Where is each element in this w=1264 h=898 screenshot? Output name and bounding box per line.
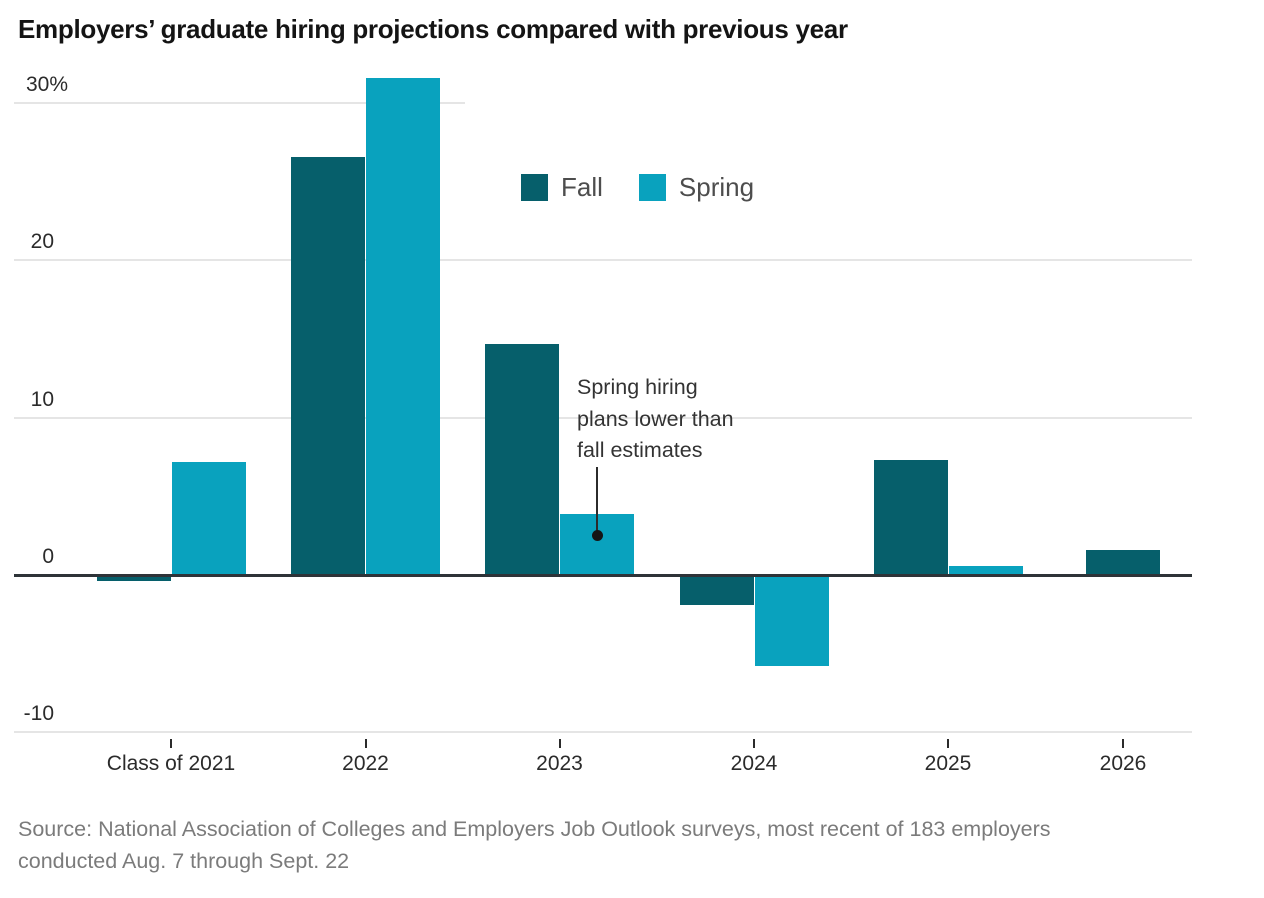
bar-fall-2026 <box>1086 549 1160 575</box>
bar-fall-class-of-2021 <box>96 575 171 582</box>
x-axis-line <box>14 574 1192 577</box>
x-axis-label-4: 2025 <box>924 752 972 775</box>
annotation-text: Spring hiring plans lower than fall esti… <box>577 375 734 462</box>
x-axis-label-1: 2022 <box>342 752 389 775</box>
gridline--10 <box>14 731 1192 734</box>
bar-spring-2022 <box>366 77 440 575</box>
x-tick-5 <box>1122 739 1124 748</box>
gridline-30 <box>14 102 465 105</box>
y-axis-label-30: 30% <box>26 73 69 97</box>
y-axis-label--10: -10 <box>23 702 54 726</box>
chart-legend: Fall Spring <box>521 172 754 203</box>
gridline-20 <box>14 259 1192 262</box>
bar-fall-2024 <box>679 575 754 605</box>
x-tick-3 <box>753 739 755 748</box>
bar-spring-2024 <box>754 575 829 667</box>
x-axis-label-2: 2023 <box>536 752 583 775</box>
annotation-leader-line <box>596 467 598 533</box>
source-note: Source: National Association of Colleges… <box>18 813 1051 877</box>
legend-label-fall: Fall <box>561 172 603 202</box>
x-tick-4 <box>947 739 949 748</box>
y-axis-label-10: 10 <box>30 387 54 411</box>
source-line-2: conducted Aug. 7 through Sept. 22 <box>18 849 350 873</box>
legend-swatch-fall <box>521 174 548 201</box>
bar-fall-2022 <box>291 156 365 575</box>
annotation-leader-dot <box>592 530 603 541</box>
y-axis-label-0: 0 <box>42 545 54 568</box>
bar-spring-class-of-2021 <box>171 461 246 575</box>
y-axis-label-20: 20 <box>30 230 54 254</box>
x-axis-label-5: 2026 <box>1099 752 1147 775</box>
source-line-1: Source: National Association of Colleges… <box>18 817 1051 841</box>
x-tick-0 <box>170 739 172 748</box>
legend-swatch-spring <box>638 174 666 201</box>
x-axis-label-3: 2024 <box>730 752 778 775</box>
bar-spring-2025 <box>948 565 1023 575</box>
legend-label-spring: Spring <box>678 172 755 202</box>
bar-fall-2023 <box>485 343 559 575</box>
x-tick-2 <box>558 739 561 748</box>
x-tick-1 <box>364 739 367 748</box>
x-axis-label-0: Class of 2021 <box>106 752 236 775</box>
chart-title: Employers’ graduate hiring projections c… <box>18 14 848 44</box>
bar-fall-2025 <box>873 460 948 575</box>
gridline-10 <box>14 416 1192 419</box>
